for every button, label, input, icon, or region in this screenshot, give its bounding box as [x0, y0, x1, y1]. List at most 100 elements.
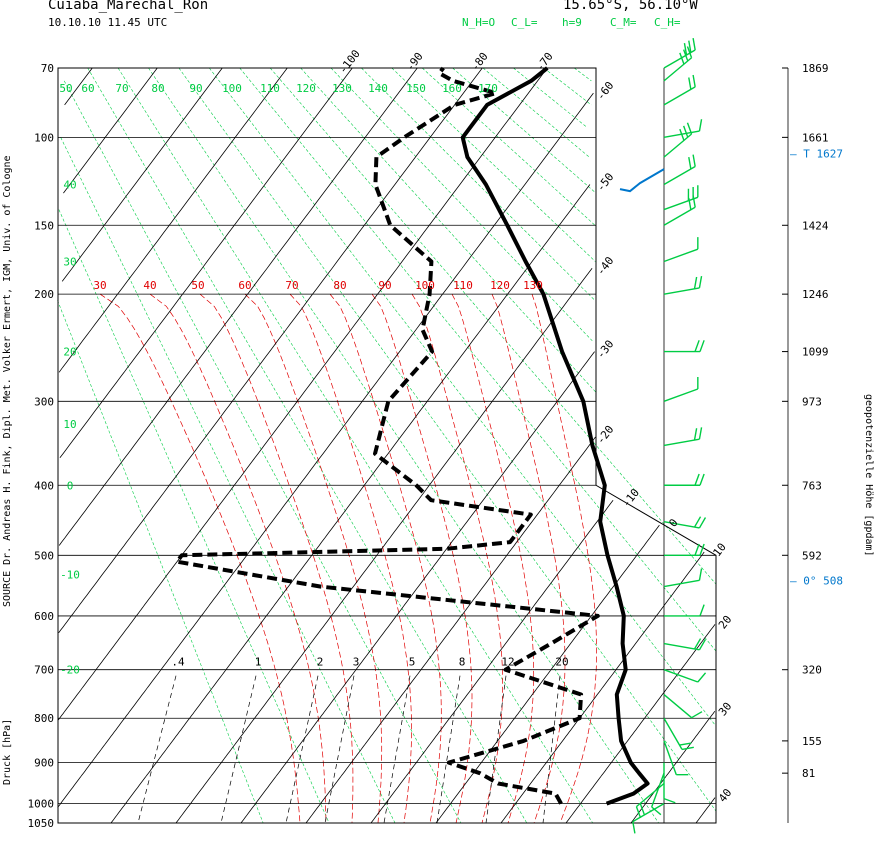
dry-adiabat-line — [574, 67, 592, 82]
dry-adiabat-label: 90 — [189, 82, 202, 95]
mixing-ratio-label: 3 — [353, 656, 360, 669]
pressure-tick-label: 1000 — [28, 798, 55, 811]
dry-adiabat-line — [117, 67, 593, 824]
wind-barb-flag — [682, 125, 689, 138]
moist-adiabat-label: 130 — [523, 279, 543, 292]
mixing-ratio-line — [220, 675, 257, 824]
pressure-tick-label: 900 — [34, 757, 54, 770]
isotherms-layer — [57, 67, 716, 824]
wind-barb-flag — [698, 275, 703, 289]
dry-adiabat-label: 20 — [63, 346, 76, 359]
source-credit: SOURCE Dr. Andreas H. Fink, Dipl. Met. V… — [2, 155, 13, 607]
pressure-tick-label: 400 — [34, 479, 54, 492]
wind-barb-flag — [651, 806, 662, 816]
wind-barb-staff — [663, 520, 700, 529]
pressure-tick-label: 150 — [34, 219, 54, 232]
dry-adiabat-line — [361, 67, 596, 301]
wind-barb-flag — [691, 711, 703, 719]
isotherm-line — [63, 67, 158, 194]
cloud-code-cl: C_L= — [511, 16, 538, 29]
dry-adiabat-label: 120 — [296, 82, 316, 95]
zero-degree-height-label: – 0° 508 — [790, 574, 843, 587]
station-coordinates: 15.65°S, 56.10°W — [563, 0, 698, 13]
pressure-tick-label: 700 — [34, 664, 54, 677]
isotherm-line — [175, 268, 593, 824]
wind-barb-flag — [698, 639, 707, 651]
wind-barb-staff — [663, 196, 699, 211]
dry-adiabat-line — [482, 67, 590, 158]
plot-frame — [57, 67, 717, 824]
wind-barb-staff — [663, 86, 696, 106]
dry-adiabat-label: 170 — [478, 82, 498, 95]
dry-adiabat-label: 60 — [81, 82, 94, 95]
dry-adiabat-label: 140 — [368, 82, 388, 95]
isotherm-line — [305, 436, 596, 824]
wind-barb-staff — [632, 802, 665, 823]
moist-adiabat-line — [289, 293, 412, 824]
wind-barb-staff — [663, 717, 683, 750]
dry-adiabat-label: 40 — [63, 178, 76, 191]
dry-adiabat-line — [391, 67, 596, 262]
wind-barb-staff — [663, 57, 693, 82]
dry-adiabat-line — [178, 67, 717, 812]
wind-barb-flag — [697, 672, 707, 683]
wind-barb-staff — [663, 642, 700, 651]
moist-adiabat-line — [451, 293, 535, 824]
moist-adiabat-label: 120 — [490, 279, 510, 292]
mixing-ratio-line — [324, 675, 355, 824]
dry-adiabat-label: 50 — [59, 82, 72, 95]
dry-adiabats-layer — [57, 67, 717, 824]
y-axis-title: Druck [hPa] — [2, 718, 13, 785]
temperature-profile-line — [460, 66, 650, 806]
cloud-code-h: h=9 — [562, 16, 582, 29]
isotherm-label: 20 — [716, 613, 734, 631]
wind-barb-staff — [663, 579, 700, 588]
dry-adiabat-line — [87, 67, 528, 824]
pressure-tick-label: 1050 — [28, 817, 55, 830]
wind-barb-staff — [663, 165, 696, 186]
isotherm-line — [64, 67, 93, 106]
wind-barb-flag — [698, 427, 703, 440]
profile-layer — [175, 66, 650, 806]
wind-barb-staff — [651, 772, 665, 808]
wind-barb-flag — [681, 746, 694, 751]
wind-barb-flag — [693, 428, 698, 441]
wind-barbs-layer — [619, 38, 707, 834]
dry-adiabat-line — [513, 67, 587, 128]
isotherm-line — [110, 184, 591, 824]
moist-adiabat-label: 50 — [191, 279, 204, 292]
mixing-ratio-label: 8 — [459, 656, 466, 669]
wind-barb-staff — [663, 248, 699, 263]
isotherm-line — [58, 67, 483, 633]
mixing-ratio-label: 20 — [555, 656, 568, 669]
moist-adiabat-line — [244, 293, 383, 824]
height-tick-label: 155 — [802, 735, 822, 748]
isotherm-label: 10 — [710, 541, 728, 559]
height-tick-label: 1661 — [802, 131, 829, 144]
station-name: Cuiaba_Marechal_Ron — [48, 0, 209, 13]
mixing-ratio-line — [436, 675, 461, 824]
height-tick-label: 320 — [802, 664, 822, 677]
wind-barb-staff — [663, 438, 700, 447]
wind-barb-flag — [699, 340, 705, 352]
mixing-ratio-label: 1 — [255, 656, 262, 669]
wind-barb-flag — [699, 604, 705, 617]
moist-adiabat-label: 90 — [378, 279, 391, 292]
height-tick-label: 763 — [802, 479, 822, 492]
wind-barb-staff — [663, 694, 693, 719]
wind-barb-staff — [663, 130, 700, 139]
wind-barb-staff — [663, 287, 700, 295]
dry-adiabat-label: 10 — [63, 418, 76, 431]
geopotential-height-title: geopotenzielle Höhe [gpdam] — [863, 394, 874, 557]
wind-barb-flag — [699, 473, 705, 486]
wind-barb-flag — [635, 806, 642, 819]
observation-datetime: 10.10.10 11.45 UTC — [48, 16, 168, 29]
pressure-tick-label: 200 — [34, 288, 54, 301]
dry-adiabat-label: 100 — [222, 82, 242, 95]
dewpoint-profile-line — [175, 66, 600, 805]
cloud-code-ch: C_H= — [654, 16, 681, 29]
wind-barb-flag — [686, 46, 693, 58]
moist-adiabat-label: 80 — [333, 279, 346, 292]
isotherm-label: 30 — [716, 700, 734, 718]
wind-barb-staff — [663, 388, 699, 402]
